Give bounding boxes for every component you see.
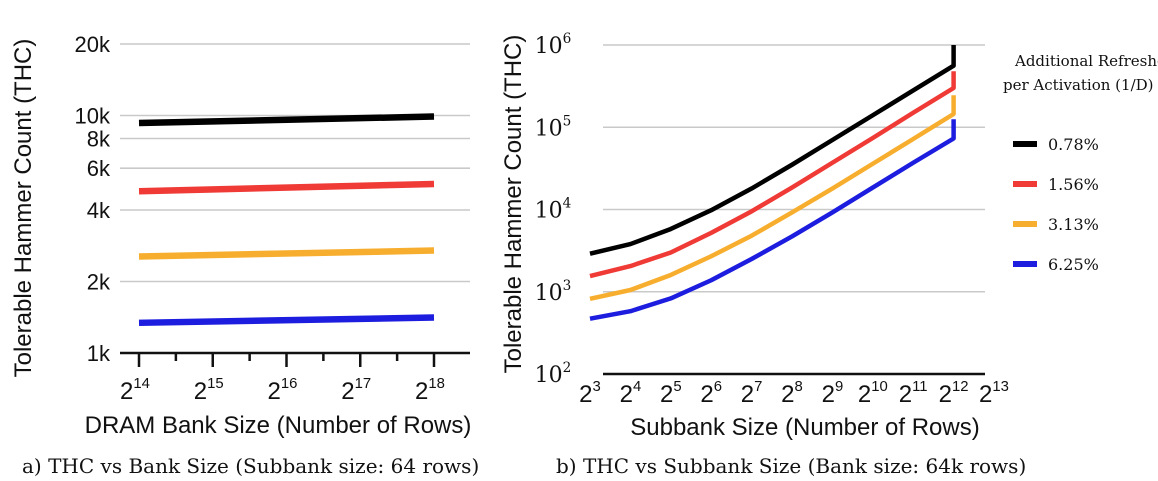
legend-label: 6.25% — [1048, 255, 1099, 274]
chart-b-ylabel: Tolerable Hammer Count (THC) — [500, 35, 527, 374]
chart-b-caption: b) THC vs Subbank Size (Bank size: 64k r… — [556, 454, 1026, 478]
chart-a-y-tick-label: 10k — [75, 103, 111, 128]
chart-a-xlabel: DRAM Bank Size (Number of Rows) — [85, 412, 472, 439]
chart-b-xlabel: Subbank Size (Number of Rows) — [630, 414, 979, 441]
chart-b-y-tick-labels: 102 103 104 105 106 — [535, 31, 572, 388]
legend-label: 1.56% — [1048, 175, 1099, 194]
chart-a-x-tick-labels: 214 215 216 217 218 — [120, 376, 445, 405]
chart-a-y-tick-label: 8k — [87, 127, 111, 152]
chart-a-y-tick-label: 2k — [87, 270, 111, 295]
chart-b-x-tick-label: 213 — [979, 379, 1009, 408]
chart-b-x-tick-labels: 23 24 25 26 27 28 29 210 211 212 213 — [579, 379, 1009, 408]
chart-a-x-tick-label: 218 — [415, 376, 445, 405]
chart-a-y-tick-label: 6k — [87, 156, 111, 181]
chart-a-x-tick-label: 215 — [194, 376, 224, 405]
chart-a-series-line — [138, 113, 435, 127]
chart-b-x-tick-label: 23 — [579, 379, 601, 408]
chart-b-x-tick-label: 212 — [939, 379, 969, 408]
chart-b-y-tick-label: 103 — [535, 278, 572, 306]
chart-b-series-line — [589, 71, 956, 279]
chart-b-legend: Additional Refreshes per Activation (1/D… — [1003, 52, 1158, 274]
chart-b-y-tick-label: 105 — [535, 113, 572, 141]
chart-b-x-tick-label: 29 — [822, 379, 844, 408]
chart-a-gridlines — [120, 43, 470, 283]
chart-b-series — [589, 45, 956, 321]
chart-a-series-line — [138, 180, 435, 195]
chart-a-series-line — [138, 247, 435, 260]
chart-b-series-line — [589, 95, 956, 302]
chart-a-x-tick-label: 217 — [341, 376, 371, 405]
chart-a-y-tick-label: 1k — [87, 341, 111, 366]
chart-b-series-line — [589, 45, 956, 256]
chart-b-x-tick-label: 28 — [781, 379, 803, 408]
chart-a-series-line — [138, 314, 435, 327]
chart-b-x-tick-label: 27 — [741, 379, 763, 408]
legend-label: 3.13% — [1048, 215, 1099, 234]
chart-b-x-tick-label: 25 — [660, 379, 682, 408]
chart-a-ylabel: Tolerable Hammer Count (THC) — [10, 39, 37, 378]
legend-items: 0.78% 1.56% 3.13% 6.25% — [1013, 135, 1099, 274]
chart-b-x-tick-label: 210 — [858, 379, 888, 408]
chart-a-caption: a) THC vs Bank Size (Subbank size: 64 ro… — [22, 454, 479, 478]
chart-b-y-tick-label: 104 — [535, 196, 572, 224]
chart-a-y-tick-label: 4k — [87, 198, 111, 223]
legend-title-line2: per Activation (1/D) — [1003, 76, 1154, 94]
chart-b-y-tick-label: 106 — [535, 31, 572, 59]
chart-b-x-tick-label: 24 — [620, 379, 642, 408]
chart-a-y-tick-label: 20k — [75, 32, 111, 57]
chart-a-series — [138, 113, 435, 327]
chart-a-axes — [120, 351, 470, 367]
legend-title-line1: Additional Refreshes — [1014, 52, 1158, 70]
chart-b-y-tick-label: 102 — [535, 360, 572, 388]
chart-a-x-tick-label: 216 — [268, 376, 298, 405]
chart-b-x-tick-label: 211 — [899, 379, 928, 408]
chart-a-x-tick-label: 214 — [120, 376, 150, 405]
legend-label: 0.78% — [1048, 135, 1099, 154]
chart-b-series-line — [589, 119, 956, 321]
chart-b-x-tick-label: 26 — [700, 379, 722, 408]
